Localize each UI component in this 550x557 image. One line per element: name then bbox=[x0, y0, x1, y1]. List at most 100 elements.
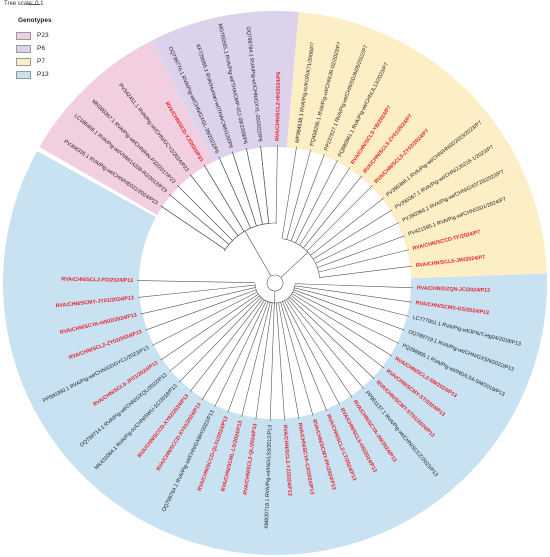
branch-leaf bbox=[145, 296, 237, 331]
branch-inner bbox=[267, 302, 273, 336]
branch-leaf bbox=[338, 249, 409, 268]
branch-leaf bbox=[203, 164, 227, 202]
branch-leaf bbox=[321, 294, 409, 317]
branch-inner bbox=[294, 287, 322, 295]
branch-leaf bbox=[227, 323, 261, 413]
branch-leaf bbox=[169, 312, 240, 372]
sector-p7 bbox=[286, 12, 547, 279]
branch-leaf bbox=[311, 318, 375, 380]
branch-inner bbox=[284, 300, 297, 324]
branch-inner bbox=[306, 238, 320, 252]
branch-inner bbox=[273, 302, 275, 332]
branch-leaf bbox=[338, 235, 405, 261]
branch-inner bbox=[319, 274, 339, 278]
branch-inner bbox=[264, 190, 270, 224]
branch-leaf bbox=[140, 292, 232, 315]
legend-label-p23: P23 bbox=[37, 32, 49, 39]
branch-inner bbox=[291, 293, 312, 306]
branch-inner bbox=[239, 295, 260, 313]
leaf-label: KM820718.1 RVA/Pig-wt/IND/LS3/2012/P13 bbox=[264, 425, 274, 529]
branch-inner bbox=[310, 237, 333, 256]
branch-leaf bbox=[318, 288, 412, 303]
branch-leaf bbox=[325, 307, 400, 344]
branch-leaf bbox=[260, 145, 266, 191]
branch-leaf bbox=[178, 312, 247, 383]
branch-leaf bbox=[332, 197, 384, 239]
branch-leaf bbox=[289, 334, 314, 416]
branch-clade-arc bbox=[254, 283, 296, 304]
branch-inner bbox=[194, 228, 226, 250]
branch-inner bbox=[256, 198, 263, 225]
branch-leaf bbox=[201, 326, 248, 401]
branch-leaf bbox=[246, 147, 258, 199]
branch-leaf bbox=[241, 338, 262, 417]
branch-inner bbox=[225, 201, 245, 232]
branch-leaf bbox=[269, 331, 274, 421]
legend-swatch-p13 bbox=[16, 70, 31, 79]
branch-leaf bbox=[293, 328, 327, 412]
branch-inner bbox=[253, 300, 267, 326]
branch-inner bbox=[240, 298, 263, 328]
branch-clade-arc bbox=[282, 238, 321, 279]
branch-leaf bbox=[189, 174, 222, 214]
branch-inner bbox=[245, 297, 262, 314]
branch-clade-stem bbox=[244, 230, 272, 277]
branch-inner bbox=[276, 302, 279, 328]
branch-root-ring bbox=[266, 274, 284, 292]
branch-leaf bbox=[189, 326, 241, 392]
legend-item-p7: P7 bbox=[16, 55, 52, 68]
legend-item-p6: P6 bbox=[16, 42, 52, 55]
branch-leaf bbox=[319, 185, 373, 239]
branch-leaf bbox=[218, 156, 246, 218]
branch-inner bbox=[250, 207, 257, 227]
branch-inner bbox=[221, 281, 256, 283]
branch-inner bbox=[289, 296, 312, 319]
branch-inner bbox=[226, 291, 258, 309]
legend-label-p7: P7 bbox=[37, 58, 45, 65]
branch-inner bbox=[226, 284, 256, 289]
branch-leaf bbox=[169, 194, 219, 236]
legend-label-p13: P13 bbox=[37, 71, 49, 78]
branch-inner bbox=[247, 299, 265, 327]
legend-swatch-p6 bbox=[16, 44, 31, 53]
branch-inner bbox=[290, 295, 312, 312]
legend-swatch-p23 bbox=[16, 31, 31, 40]
branch-inner bbox=[293, 289, 325, 302]
branch-leaf bbox=[310, 167, 351, 228]
branch-clade-stem bbox=[280, 252, 309, 278]
branch-leaf bbox=[310, 305, 393, 357]
genotype-legend: Genotypes P23 P6 P7 P13 bbox=[16, 17, 52, 81]
sector-p13 bbox=[2, 151, 548, 556]
legend-swatch-p7 bbox=[16, 57, 31, 66]
tree-scale-label: Tree scale: 0.1 bbox=[4, 1, 44, 7]
branch-leaf bbox=[151, 307, 227, 346]
leaf-label: RVA/CHN/GZQN-JC/2024/P13 bbox=[417, 285, 490, 294]
branch-leaf bbox=[335, 209, 393, 246]
branch-inner bbox=[233, 293, 259, 312]
branch-inner bbox=[290, 217, 301, 242]
branch-leaf bbox=[137, 280, 222, 283]
branch-inner bbox=[260, 302, 271, 339]
branch-leaf bbox=[323, 300, 405, 331]
leaf-label: RVA/CHN/SCL2-YZ/2024/P13 bbox=[282, 424, 293, 496]
branch-inner bbox=[295, 222, 307, 244]
branch-leaf bbox=[232, 151, 251, 208]
legend-item-p13: P13 bbox=[16, 68, 52, 81]
branch-leaf bbox=[275, 145, 278, 214]
branch-inner bbox=[259, 301, 269, 324]
branch-inner bbox=[285, 299, 299, 318]
branch-leaf bbox=[315, 175, 363, 234]
branch-leaf bbox=[255, 335, 268, 420]
branch-inner bbox=[313, 245, 336, 260]
branch-inner bbox=[294, 283, 315, 285]
branch-leaf bbox=[299, 154, 325, 218]
sector-p23 bbox=[39, 40, 214, 215]
branch-inner bbox=[245, 217, 251, 229]
branch-leaf bbox=[296, 323, 341, 405]
branch-inner bbox=[294, 285, 319, 290]
legend-item-p23: P23 bbox=[16, 29, 52, 42]
branch-inner bbox=[236, 289, 257, 298]
branch-leaf bbox=[284, 146, 297, 223]
branch-inner bbox=[303, 232, 316, 249]
